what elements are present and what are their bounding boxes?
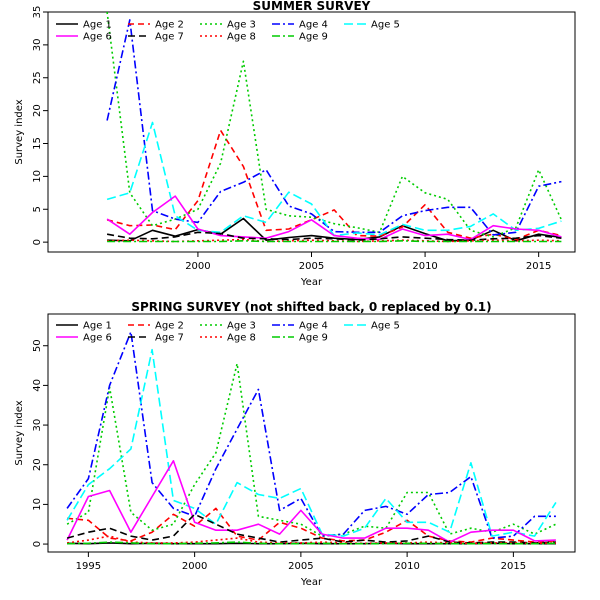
legend-label: Age 2 [155,321,184,332]
y-tick-label: 40 [32,379,43,392]
chart-panel-2: SPRING SURVEY (not shifted back, 0 repla… [14,300,576,588]
legend-item: Age 6 [56,333,112,344]
legend-label: Age 7 [155,32,184,43]
y-tick-label: 35 [32,6,43,19]
y-axis-label: Survey index [14,400,25,465]
legend-label: Age 1 [83,321,112,332]
y-tick-label: 30 [32,419,43,432]
legend-label: Age 9 [299,333,328,344]
y-tick-label: 20 [32,104,43,117]
legend-item: Age 2 [128,20,184,31]
legend-item: Age 9 [272,333,328,344]
series-line-age-2 [67,507,556,543]
legend-label: Age 5 [371,20,400,31]
legend-item: Age 8 [200,333,256,344]
y-tick-label: 15 [32,137,43,150]
legend-item: Age 9 [272,32,328,43]
y-tick-label: 20 [32,458,43,471]
series-line-age-8 [66,535,556,545]
chart-panel-1: SUMMER SURVEY 2000 2005 2010 2015 0 5 10 15 20 25 3… [14,0,576,288]
y-axis-label: Survey index [14,99,25,164]
y-tick-label: 10 [32,498,43,511]
legend-label: Age 4 [299,321,328,332]
series-line-age-1 [107,217,562,242]
legend-label: Age 8 [227,32,256,43]
legend-label: Age 6 [83,333,112,344]
x-tick-label: 2000 [182,561,207,572]
series-line-age-6 [106,195,562,241]
series-line-age-3 [66,362,557,537]
x-tick-label: 2005 [299,261,324,272]
chart-title: SPRING SURVEY (not shifted back, 0 repla… [131,300,491,314]
y-tick-label: 50 [32,339,43,352]
legend-label: Age 3 [227,321,256,332]
series-line-age-5 [66,348,557,537]
series-line-age-9 [107,240,562,243]
legend-item: Age 8 [200,32,256,43]
legend-label: Age 1 [83,20,112,31]
legend-label: Age 6 [83,32,112,43]
legend-item: Age 4 [272,321,328,332]
legend-item: Age 2 [128,321,184,332]
y-tick-label: 5 [32,206,43,212]
series-line-age-4 [66,331,556,539]
y-tick-label: 0 [32,541,43,547]
legend-label: Age 7 [155,333,184,344]
legend-item: Age 1 [56,20,112,31]
x-tick-label: 2010 [394,561,419,572]
legend-item: Age 5 [344,321,400,332]
legend-item: Age 5 [344,20,400,31]
legend-label: Age 9 [299,32,328,43]
legend-label: Age 3 [227,20,256,31]
x-tick-label: 2000 [185,261,210,272]
legend-item: Age 7 [128,333,184,344]
x-axis-label: Year [300,277,323,288]
y-tick-label: 10 [32,170,43,183]
x-axis-label: Year [300,577,323,588]
legend-item: Age 3 [200,20,256,31]
legend-label: Age 4 [299,20,328,31]
series-line-age-7 [106,231,562,241]
legend-item: Age 7 [128,32,184,43]
x-tick-label: 1995 [76,561,101,572]
series-line-age-6 [66,460,556,543]
chart-title: SUMMER SURVEY [253,0,371,13]
y-tick-label: 0 [32,239,43,245]
series-line-age-9 [67,541,556,545]
y-tick-label: 30 [32,39,43,52]
y-tick-label: 25 [32,71,43,84]
legend-label: Age 8 [227,333,256,344]
series-line-age-3 [106,12,563,238]
plot-frame [47,313,576,553]
series-lines [106,12,563,243]
legend-label: Age 5 [371,321,400,332]
x-tick-label: 2015 [501,561,526,572]
x-tick-label: 2005 [288,561,313,572]
x-tick-label: 2015 [526,261,551,272]
x-tick-label: 2010 [412,261,437,272]
series-lines [66,331,557,545]
legend-item: Age 4 [272,20,328,31]
legend-label: Age 2 [155,20,184,31]
series-line-age-4 [106,19,562,236]
legend-item: Age 1 [56,321,112,332]
legend-item: Age 6 [56,32,112,43]
legend-item: Age 3 [200,321,256,332]
